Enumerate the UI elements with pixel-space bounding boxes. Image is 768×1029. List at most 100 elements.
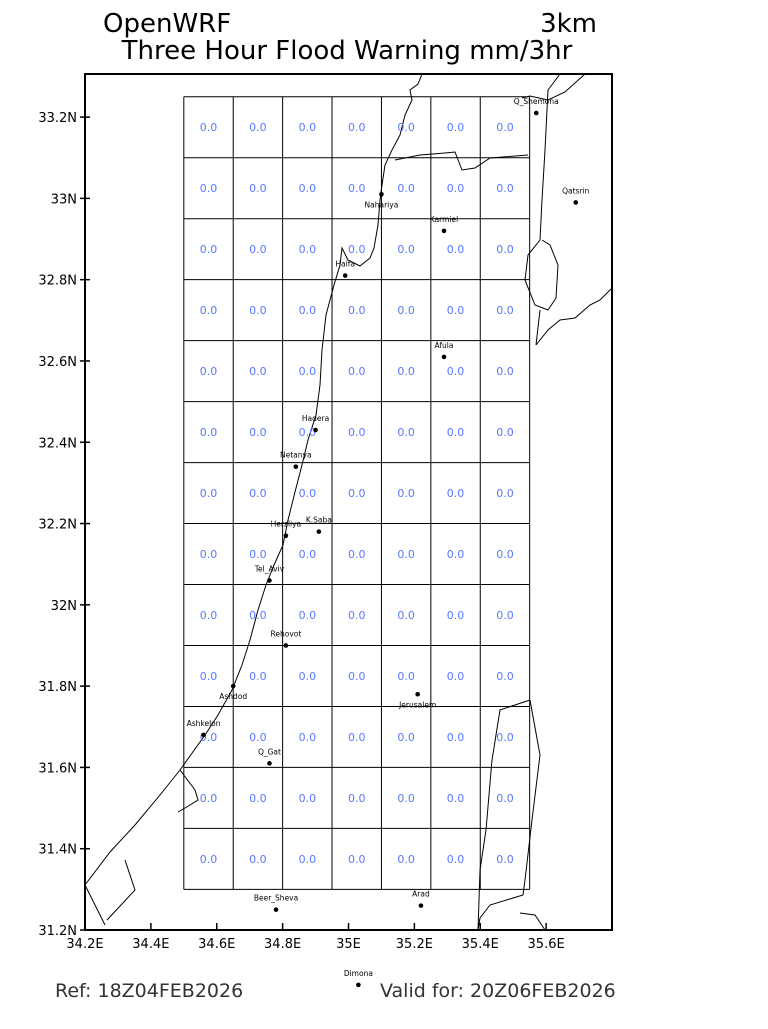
border-line (84, 73, 423, 886)
grid-cell-value: 0.0 (496, 609, 514, 622)
grid-cell-value: 0.0 (249, 731, 267, 744)
x-tick-label: 35.4E (462, 937, 499, 952)
grid-cell-value: 0.0 (447, 548, 465, 561)
border-line (477, 699, 541, 931)
grid-cell-value: 0.0 (348, 609, 366, 622)
grid-cell-value: 0.0 (447, 304, 465, 317)
border-line (177, 769, 199, 813)
x-tick-label: 35.6E (528, 937, 565, 952)
city-label: K.Saba (306, 516, 332, 525)
border-line (524, 73, 561, 311)
city-label: Ashkelon (187, 719, 221, 728)
border-line (394, 151, 529, 171)
grid-cell-value: 0.0 (397, 670, 415, 683)
city-markers: Q_Shemona Qatsrin Nahariya Karmiel Haifa Aful… (187, 97, 590, 988)
grid-cell-value: 0.0 (299, 121, 317, 134)
resolution-label: 3km (540, 9, 597, 39)
value-grid: 0.0 0.0 0.0 0.0 0.0 0.0 0.0 0.0 0.0 0.0 0.0 0.0 0.0 0… (183, 96, 531, 890)
city-label: Karmiel (430, 215, 458, 224)
grid-cell-value: 0.0 (447, 487, 465, 500)
city-marker-dot (283, 643, 289, 648)
grid-cell-value: 0.0 (200, 365, 218, 378)
grid-cell-value: 0.0 (447, 731, 465, 744)
grid-cell-value: 0.0 (348, 365, 366, 378)
city-label: Hadera (302, 414, 329, 423)
x-tick-label: 34.8E (264, 937, 301, 952)
y-tick-label: 31.2N (38, 924, 77, 939)
city-marker-dot (267, 761, 272, 766)
grid-cell-value: 0.0 (200, 670, 218, 683)
grid-cell-value: 0.0 (348, 853, 366, 866)
y-tick-label: 32N (51, 599, 77, 614)
grid-cell-value: 0.0 (299, 182, 317, 195)
grid-cell-value: 0.0 (200, 609, 218, 622)
y-tick-label: 33N (51, 192, 77, 207)
grid-cell-value: 0.0 (299, 853, 317, 866)
grid-cell-value: 0.0 (397, 548, 415, 561)
city-marker-dot (573, 200, 579, 205)
grid-cell-value: 0.0 (348, 243, 366, 256)
city-label: Netanya (280, 451, 312, 460)
grid-cell-value: 0.0 (249, 609, 267, 622)
grid-cell-value: 0.0 (249, 548, 267, 561)
grid-cell-value: 0.0 (397, 182, 415, 195)
grid-cell-value: 0.0 (447, 609, 465, 622)
ref-time: Ref: 18Z04FEB2026 (55, 980, 243, 1002)
grid-cell-value: 0.0 (496, 304, 514, 317)
model-name: OpenWRF (103, 9, 231, 39)
grid-cell-value: 0.0 (299, 609, 317, 622)
grid-cell-value: 0.0 (299, 670, 317, 683)
grid-cell-value: 0.0 (397, 792, 415, 805)
grid-cell-value: 0.0 (249, 853, 267, 866)
grid-cell-value: 0.0 (397, 365, 415, 378)
city-label: Jerusalem (398, 700, 436, 709)
grid-cell-value: 0.0 (397, 426, 415, 439)
axes: 34.2E 34.4E 34.6E 34.8E 35E 35.2E 35.4E 35.6E 31… (38, 111, 564, 952)
grid-cell-value: 0.0 (397, 243, 415, 256)
city-marker-dot (293, 464, 299, 469)
grid-cell-value: 0.0 (447, 121, 465, 134)
grid-cell-value: 0.0 (299, 731, 317, 744)
city-label: Herzliya (271, 520, 301, 529)
grid-cell-value: 0.0 (348, 304, 366, 317)
city-marker-dot (441, 228, 447, 234)
grid-cell-value: 0.0 (200, 243, 218, 256)
grid-cell-value: 0.0 (496, 243, 514, 256)
grid-cell-value: 0.0 (249, 304, 267, 317)
grid-cell-value: 0.0 (397, 304, 415, 317)
x-tick-label: 35.2E (396, 937, 433, 952)
grid-cell-value: 0.0 (496, 792, 514, 805)
city-marker-dot (316, 529, 322, 534)
border-line (106, 859, 136, 921)
grid-cell-value: 0.0 (200, 487, 218, 500)
grid-cell-value: 0.0 (348, 182, 366, 195)
grid-cell-value: 0.0 (496, 182, 514, 195)
x-tick-label: 34.4E (132, 937, 169, 952)
city-label: Haifa (335, 260, 355, 269)
city-marker-dot (273, 907, 279, 912)
valid-time: Valid for: 20Z06FEB2026 (380, 980, 616, 1002)
grid-cell-value: 0.0 (447, 365, 465, 378)
grid-cell-value: 0.0 (249, 426, 267, 439)
city-marker-dot (267, 578, 272, 583)
border-line (477, 699, 531, 931)
grid-cell-value: 0.0 (200, 792, 218, 805)
grid-cell-value: 0.0 (249, 487, 267, 500)
grid-cell-value: 0.0 (299, 365, 317, 378)
border-line (519, 912, 546, 931)
y-tick-label: 31.8N (38, 680, 77, 695)
grid-cell-value: 0.0 (348, 670, 366, 683)
grid-cell-value: 0.0 (496, 548, 514, 561)
grid-cell-value: 0.0 (496, 487, 514, 500)
grid-cell-value: 0.0 (447, 792, 465, 805)
grid-cell-value: 0.0 (299, 548, 317, 561)
grid-cell-value: 0.0 (397, 731, 415, 744)
grid-cell-value: 0.0 (496, 670, 514, 683)
grid-cell-value: 0.0 (200, 853, 218, 866)
grid-cell-value: 0.0 (200, 426, 218, 439)
grid-cell-value: 0.0 (496, 121, 514, 134)
y-tick-label: 33.2N (38, 111, 77, 126)
grid-cell-value: 0.0 (200, 304, 218, 317)
border-line (535, 309, 541, 346)
